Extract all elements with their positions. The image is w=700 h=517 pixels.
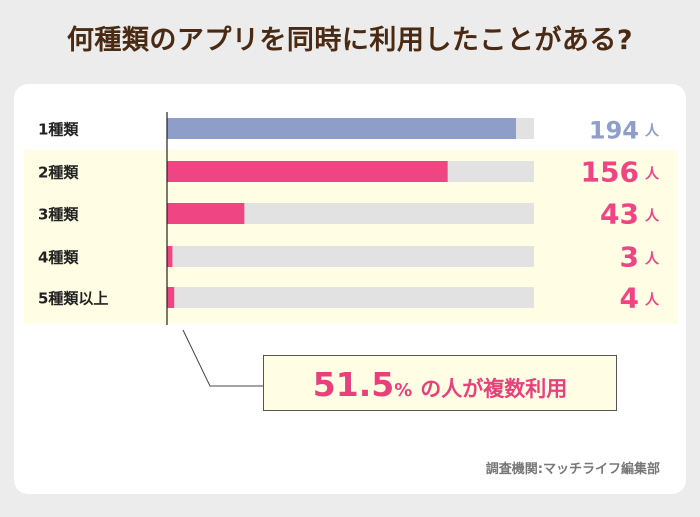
category-label: 5種類以上 — [38, 290, 108, 308]
value-label: 194 — [589, 117, 639, 145]
value-unit: 人 — [645, 208, 660, 225]
value-label: 43 — [600, 198, 639, 231]
bar — [167, 203, 245, 224]
bar — [167, 246, 173, 267]
callout-percent: 51.5 — [312, 365, 395, 404]
bar-track — [167, 287, 534, 308]
chart-title: 何種類のアプリを同時に利用したことがある? — [66, 25, 634, 56]
callout-box: 51.5% の人が複数利用 — [263, 355, 617, 411]
value-unit: 人 — [645, 251, 660, 268]
bar-track — [167, 246, 534, 267]
value-unit: 人 — [645, 166, 660, 183]
source-credit: 調査機関:マッチライフ編集部 — [485, 462, 660, 477]
bar-track — [167, 203, 534, 224]
value-label: 4 — [620, 282, 639, 315]
value-unit: 人 — [645, 292, 660, 309]
category-label: 4種類 — [38, 249, 79, 267]
category-label: 2種類 — [38, 164, 79, 182]
bar — [167, 287, 175, 308]
callout-text: の人が複数利用 — [420, 377, 568, 401]
callout-percent-unit: % — [394, 380, 413, 401]
category-label: 3種類 — [38, 206, 79, 224]
bar — [167, 161, 448, 182]
value-label: 3 — [620, 241, 639, 274]
value-unit: 人 — [645, 123, 660, 140]
bar — [167, 118, 517, 139]
value-label: 156 — [581, 156, 639, 189]
category-label: 1種類 — [38, 121, 79, 139]
callout-connector — [182, 329, 263, 387]
